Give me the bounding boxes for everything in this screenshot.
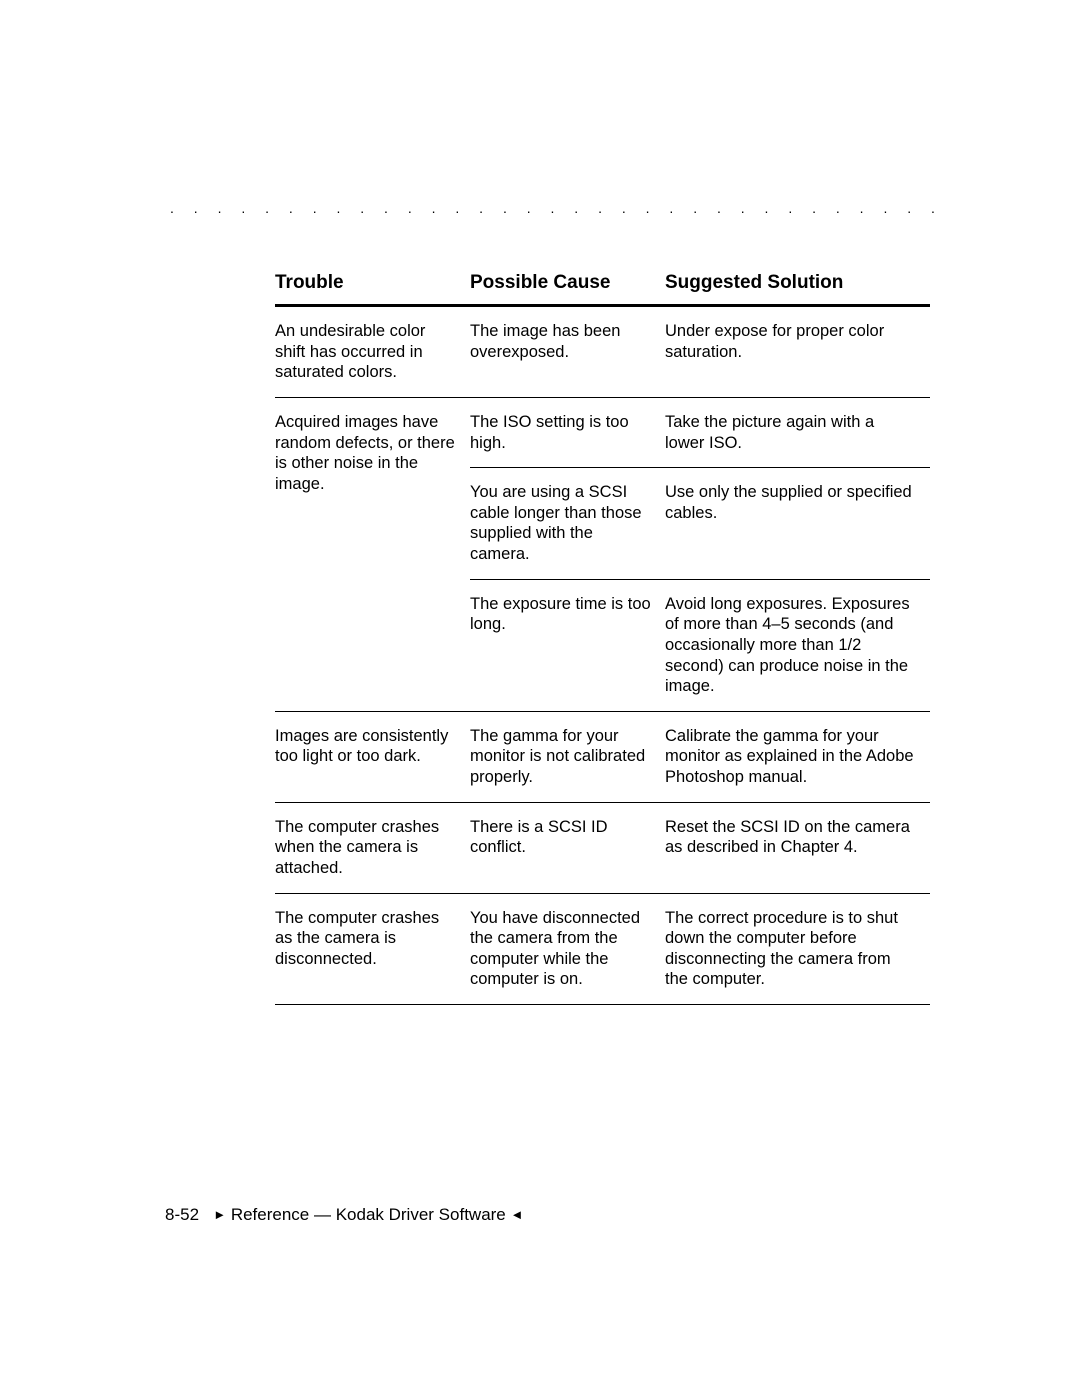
header-trouble: Trouble xyxy=(275,266,470,306)
cell-solution: Use only the supplied or specified cable… xyxy=(665,468,930,580)
page-number: 8-52 xyxy=(165,1205,199,1224)
footer-text: Reference — Kodak Driver Software xyxy=(231,1205,506,1224)
cell-trouble: The computer crashes when the camera is … xyxy=(275,802,470,893)
cell-trouble: Images are consistently too light or too… xyxy=(275,711,470,802)
table-row: Acquired images have random defects, or … xyxy=(275,397,930,467)
cell-trouble: Acquired images have random defects, or … xyxy=(275,397,470,711)
cell-solution: Calibrate the gamma for your monitor as … xyxy=(665,711,930,802)
cell-cause: The image has been overexposed. xyxy=(470,306,665,398)
dot-rule: ................................. xyxy=(170,200,935,216)
table-row: The computer crashes when the camera is … xyxy=(275,802,930,893)
table-header-row: Trouble Possible Cause Suggested Solutio… xyxy=(275,266,930,306)
table-row: Images are consistently too light or too… xyxy=(275,711,930,802)
cell-solution: Reset the SCSI ID on the camera as descr… xyxy=(665,802,930,893)
cell-cause: There is a SCSI ID conflict. xyxy=(470,802,665,893)
cell-trouble: An undesirable color shift has occurred … xyxy=(275,306,470,398)
triangle-right-icon: ► xyxy=(213,1207,226,1222)
triangle-left-icon: ◄ xyxy=(511,1207,524,1222)
cell-solution: The correct procedure is to shut down th… xyxy=(665,893,930,1005)
page-footer: 8-52 ► Reference — Kodak Driver Software… xyxy=(165,1205,523,1225)
cell-cause: The exposure time is too long. xyxy=(470,579,665,711)
page-content: ................................. Troubl… xyxy=(0,0,1080,1397)
cell-solution: Avoid long exposures. Exposures of more … xyxy=(665,579,930,711)
cell-cause: The ISO setting is too high. xyxy=(470,397,665,467)
troubleshooting-table: Trouble Possible Cause Suggested Solutio… xyxy=(275,266,930,1005)
cell-cause: The gamma for your monitor is not calibr… xyxy=(470,711,665,802)
table-row: The computer crashes as the camera is di… xyxy=(275,893,930,1005)
cell-cause: You have disconnected the camera from th… xyxy=(470,893,665,1005)
table-row: An undesirable color shift has occurred … xyxy=(275,306,930,398)
header-cause: Possible Cause xyxy=(470,266,665,306)
cell-trouble: The computer crashes as the camera is di… xyxy=(275,893,470,1005)
cell-solution: Under expose for proper color saturation… xyxy=(665,306,930,398)
header-solution: Suggested Solution xyxy=(665,266,930,306)
cell-solution: Take the picture again with a lower ISO. xyxy=(665,397,930,467)
cell-cause: You are using a SCSI cable longer than t… xyxy=(470,468,665,580)
